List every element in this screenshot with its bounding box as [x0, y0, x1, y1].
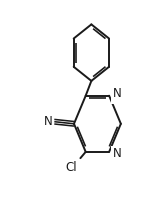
Text: N: N — [44, 115, 53, 128]
Text: N: N — [112, 148, 121, 160]
Text: N: N — [112, 87, 121, 100]
Text: N: N — [113, 89, 122, 102]
Text: Cl: Cl — [65, 161, 77, 174]
